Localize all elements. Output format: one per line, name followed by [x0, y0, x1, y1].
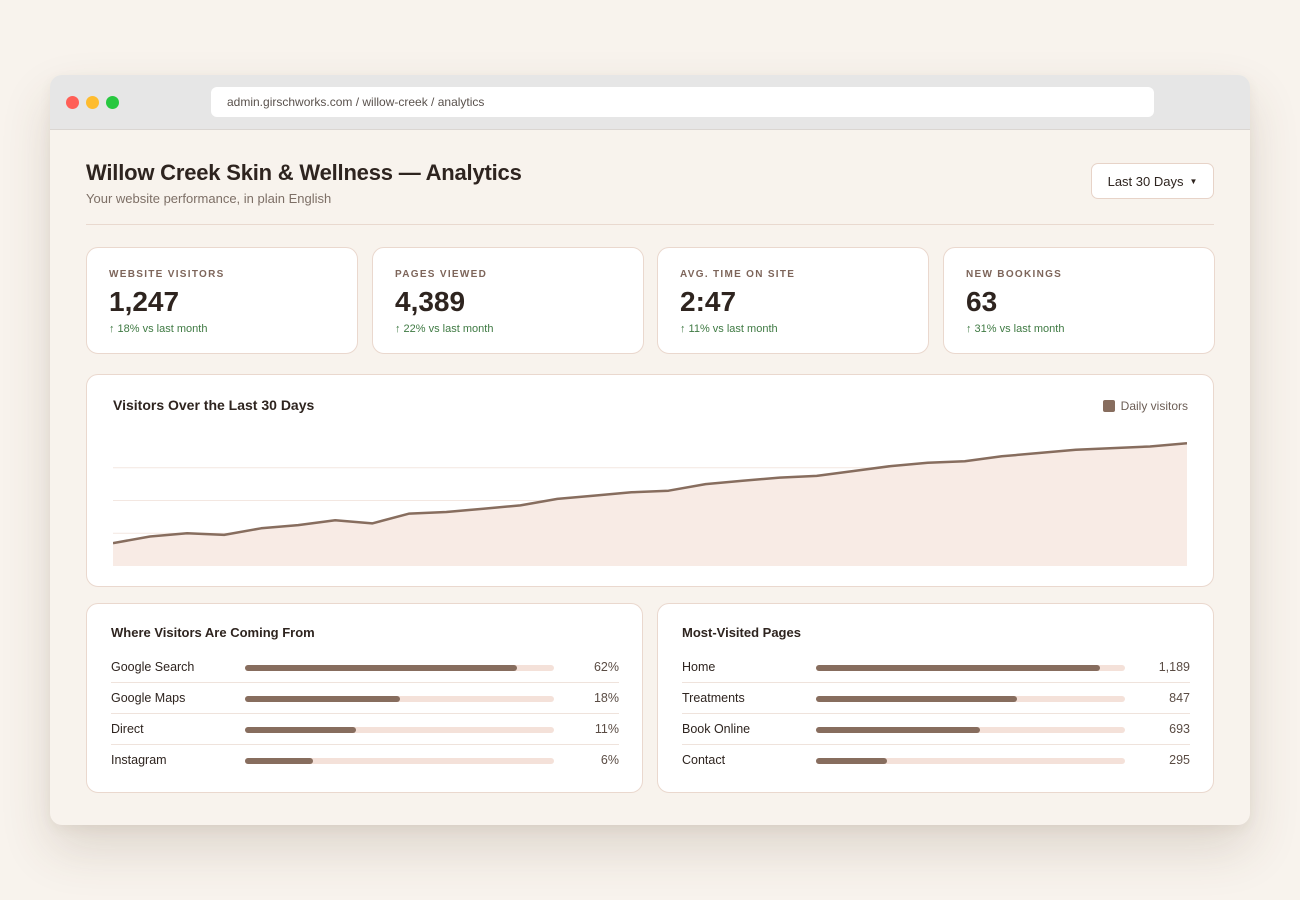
page-bar-track	[816, 758, 1125, 764]
stat-value: 63	[966, 286, 998, 317]
close-window-button[interactable]	[66, 96, 79, 109]
stat-value: 4,389	[395, 286, 466, 317]
legend-swatch	[1102, 400, 1115, 412]
source-value: 62%	[593, 660, 619, 674]
chart-series-line	[113, 441, 1187, 545]
stat-delta: ↑ 31% vs last month	[966, 323, 1065, 335]
source-bar-fill	[245, 696, 400, 702]
page-bar-fill	[816, 727, 980, 733]
traffic-sources-panel: Where Visitors Are Coming From Google Se…	[86, 603, 643, 793]
panel-title: Where Visitors Are Coming From	[111, 625, 315, 640]
stat-value: 2:47	[680, 286, 737, 317]
stat-label: New Bookings	[966, 269, 1063, 280]
chevron-down-icon: ▼	[1189, 176, 1198, 186]
stat-label: Avg. Time On Site	[680, 269, 796, 280]
stat-delta: ↑ 22% vs last month	[395, 323, 494, 335]
dashboard-content: Willow Creek Skin & Wellness — Analytics…	[50, 130, 1250, 825]
visitors-chart-card: Visitors Over the Last 30 Days Daily vis…	[86, 374, 1214, 587]
stat-card-pages-viewed: Pages Viewed 4,389 ↑ 22% vs last month	[372, 247, 644, 354]
maximize-window-button[interactable]	[106, 96, 119, 109]
header-divider	[86, 224, 1214, 225]
source-value: 11%	[594, 722, 619, 736]
page-value: 693	[1169, 722, 1190, 736]
page-label: Treatments	[682, 691, 745, 705]
source-bar-track	[245, 758, 554, 764]
source-label: Google Search	[111, 660, 195, 674]
page-bar-track	[816, 727, 1125, 733]
page-bar-track	[816, 696, 1125, 702]
page-subtitle: Your website performance, in plain Engli…	[86, 191, 332, 206]
page-bar-fill	[816, 665, 1101, 671]
source-bar-fill	[245, 727, 357, 733]
date-range-dropdown[interactable]: Last 30 Days ▼	[1091, 163, 1214, 199]
stat-delta: ↑ 18% vs last month	[109, 323, 208, 335]
source-label: Google Maps	[111, 691, 186, 705]
page-label: Home	[682, 660, 716, 674]
page-row[interactable]: Book Online 693	[682, 714, 1190, 745]
stat-card-new-bookings: New Bookings 63 ↑ 31% vs last month	[943, 247, 1215, 354]
page-bar-fill	[816, 758, 888, 764]
source-bar-fill	[245, 665, 517, 671]
page-label: Contact	[682, 753, 726, 767]
source-bar-track	[245, 727, 554, 733]
panel-title: Most-Visited Pages	[682, 625, 801, 640]
address-bar[interactable]: admin.girschworks.com / willow-creek / a…	[211, 87, 1154, 117]
date-range-label: Last 30 Days	[1107, 173, 1184, 189]
source-label: Direct	[111, 722, 144, 736]
source-value: 6%	[600, 753, 619, 767]
page-bar-track	[816, 665, 1125, 671]
browser-titlebar: admin.girschworks.com / willow-creek / a…	[50, 75, 1250, 130]
page-value: 295	[1169, 753, 1190, 767]
source-label: Instagram	[111, 753, 167, 767]
page-row[interactable]: Treatments 847	[682, 683, 1190, 714]
chart-area-fill	[113, 443, 1187, 566]
page-value: 1,189	[1158, 660, 1190, 674]
source-row[interactable]: Google Maps 18%	[111, 683, 619, 714]
stat-value: 1,247	[109, 286, 180, 317]
stat-card-avg-time: Avg. Time On Site 2:47 ↑ 11% vs last mon…	[657, 247, 929, 354]
visitors-chart	[113, 441, 1187, 566]
stat-label: Website Visitors	[109, 269, 225, 280]
minimize-window-button[interactable]	[86, 96, 99, 109]
page-row[interactable]: Contact 295	[682, 745, 1190, 776]
page-value: 847	[1169, 691, 1190, 705]
source-row[interactable]: Instagram 6%	[111, 745, 619, 776]
source-value: 18%	[593, 691, 619, 705]
browser-window: admin.girschworks.com / willow-creek / a…	[50, 75, 1250, 825]
source-bar-track	[245, 696, 554, 702]
stat-label: Pages Viewed	[395, 269, 488, 280]
page-label: Book Online	[682, 722, 751, 736]
page-bar-fill	[816, 696, 1017, 702]
chart-legend: Daily visitors	[1102, 399, 1188, 413]
chart-title: Visitors Over the Last 30 Days	[113, 397, 315, 413]
stat-card-visitors: Website Visitors 1,247 ↑ 18% vs last mon…	[86, 247, 358, 354]
source-row[interactable]: Google Search 62%	[111, 652, 619, 683]
stat-delta: ↑ 11% vs last month	[680, 323, 778, 335]
page-title: Willow Creek Skin & Wellness — Analytics	[86, 160, 522, 185]
source-bar-fill	[245, 758, 313, 764]
source-row[interactable]: Direct 11%	[111, 714, 619, 745]
source-bar-track	[245, 665, 554, 671]
page-row[interactable]: Home 1,189	[682, 652, 1190, 683]
top-pages-panel: Most-Visited Pages Home 1,189 Treatments 84…	[657, 603, 1214, 793]
legend-label: Daily visitors	[1120, 399, 1188, 413]
